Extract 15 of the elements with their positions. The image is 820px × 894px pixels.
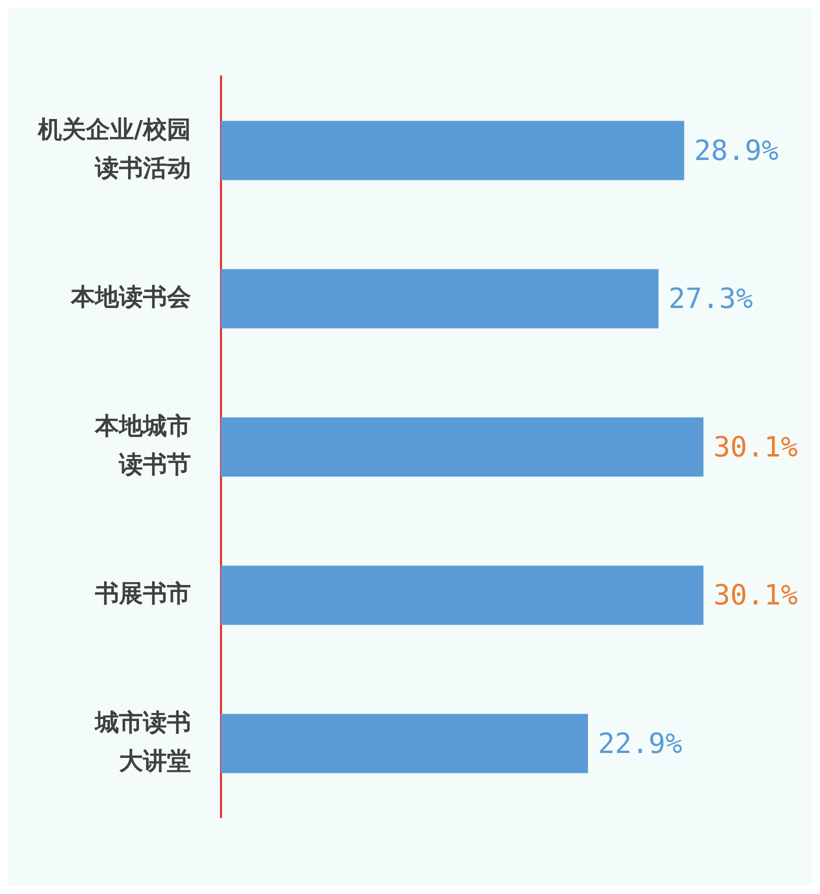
y-tick-label: 本地读书会: [70, 282, 191, 311]
bar: [220, 566, 704, 625]
bar: [220, 269, 659, 328]
data-label: 22.9%: [598, 726, 682, 760]
bar: [220, 120, 684, 180]
bar: [220, 417, 704, 477]
data-label: 28.9%: [694, 134, 779, 167]
y-tick-label: 书展书市: [94, 579, 191, 608]
data-label: 30.1%: [713, 578, 798, 612]
y-tick-label: 机关企业/校园读书活动: [37, 116, 191, 182]
bar: [220, 714, 588, 774]
y-tick-label: 城市读书大讲堂: [94, 708, 191, 775]
data-label: 27.3%: [668, 282, 753, 316]
y-tick-label: 本地城市读书节: [94, 412, 191, 478]
data-label: 30.1%: [713, 430, 798, 464]
